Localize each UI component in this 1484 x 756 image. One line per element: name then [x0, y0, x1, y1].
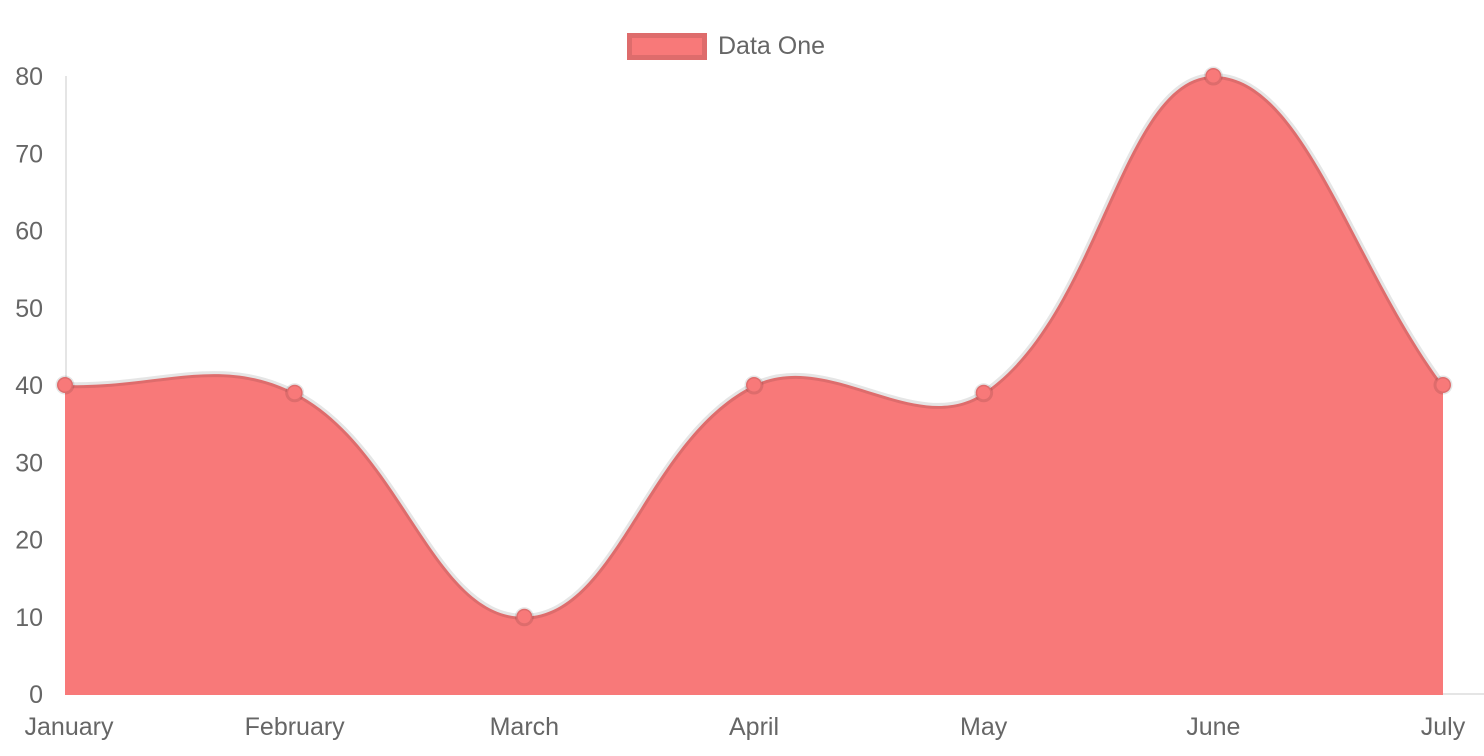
x-tick-label-july: July: [1421, 713, 1466, 741]
y-tick-label: 30: [15, 449, 43, 477]
y-tick-label: 70: [15, 140, 43, 168]
data-point-june[interactable]: [1203, 66, 1223, 86]
y-tick-label: 10: [15, 604, 43, 632]
y-tick-label: 0: [29, 681, 43, 709]
data-point-may[interactable]: [974, 383, 994, 403]
x-tick-label-june: June: [1186, 713, 1240, 741]
y-tick-label: 80: [15, 63, 43, 91]
chart-legend: Data One: [627, 33, 825, 60]
legend-color-box: [627, 33, 707, 60]
x-tick-label-march: March: [490, 713, 559, 741]
data-point-april[interactable]: [744, 375, 764, 395]
y-tick-label: 20: [15, 527, 43, 555]
x-tick-label-january: January: [25, 713, 114, 741]
y-tick-label: 50: [15, 295, 43, 323]
x-tick-label-february: February: [245, 713, 346, 741]
y-tick-label: 60: [15, 218, 43, 246]
y-tick-label: 40: [15, 372, 43, 400]
data-point-july[interactable]: [1433, 375, 1453, 395]
legend-label: Data One: [718, 32, 826, 60]
legend-item-data-one[interactable]: Data One: [627, 33, 825, 60]
data-point-march[interactable]: [514, 607, 534, 627]
data-point-february[interactable]: [285, 383, 305, 403]
data-point-january[interactable]: [55, 375, 75, 395]
x-tick-label-may: May: [960, 713, 1008, 741]
x-tick-label-april: April: [729, 713, 779, 741]
